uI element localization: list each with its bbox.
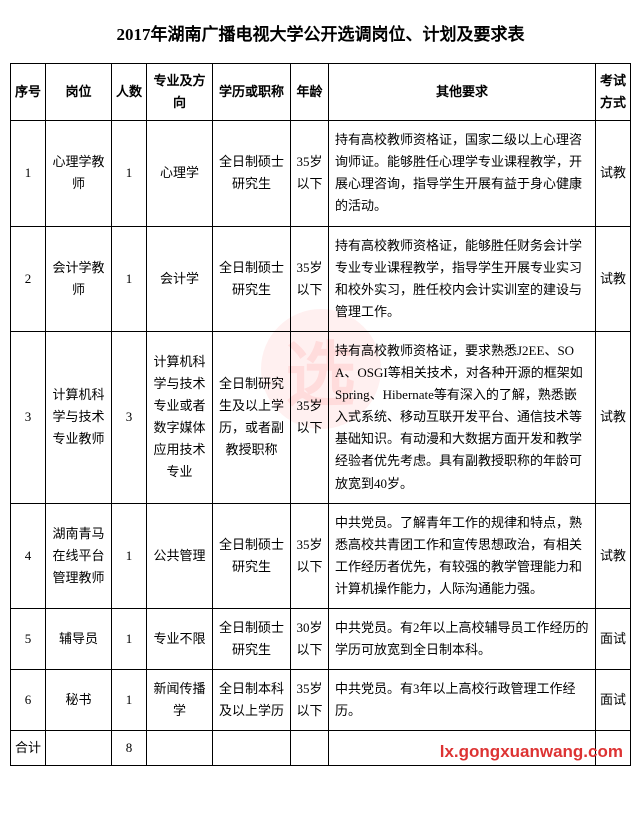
cell-age: 35岁以下: [291, 503, 329, 608]
cell-education: 全日制研究生及以上学历，或者副教授职称: [213, 331, 291, 503]
cell-count: 1: [112, 670, 147, 731]
cell-age: 35岁以下: [291, 226, 329, 331]
cell-seq: 4: [11, 503, 46, 608]
document-title: 2017年湖南广播电视大学公开选调岗位、计划及要求表: [10, 20, 631, 45]
cell-position: 辅导员: [46, 608, 112, 669]
cell-age: 30岁以下: [291, 608, 329, 669]
recruitment-table: 序号 岗位 人数 专业及方向 学历或职称 年龄 其他要求 考试方式 1心理学教师…: [10, 63, 631, 766]
cell-requirements: 中共党员。有3年以上高校行政管理工作经历。: [329, 670, 596, 731]
cell-exam: 试教: [596, 503, 631, 608]
cell-education: 全日制硕士研究生: [213, 503, 291, 608]
total-label: 合计: [11, 731, 46, 766]
header-seq: 序号: [11, 64, 46, 121]
cell-education: 全日制硕士研究生: [213, 226, 291, 331]
cell-seq: 1: [11, 121, 46, 226]
header-count: 人数: [112, 64, 147, 121]
table-row: 6秘书1新闻传播学全日制本科及以上学历35岁以下中共党员。有3年以上高校行政管理…: [11, 670, 631, 731]
cell-requirements: 持有高校教师资格证，国家二级以上心理咨询师证。能够胜任心理学专业课程教学，开展心…: [329, 121, 596, 226]
total-count: 8: [112, 731, 147, 766]
cell-age: 35岁以下: [291, 331, 329, 503]
cell-requirements: 中共党员。了解青年工作的规律和特点，熟悉高校共青团工作和宣传思想政治，有相关工作…: [329, 503, 596, 608]
table-row: 2会计学教师1会计学全日制硕士研究生35岁以下持有高校教师资格证，能够胜任财务会…: [11, 226, 631, 331]
cell-count: 1: [112, 121, 147, 226]
cell-count: 1: [112, 226, 147, 331]
cell-exam: 试教: [596, 121, 631, 226]
watermark-url: lx.gongxuanwang.com: [440, 742, 623, 762]
cell-requirements: 中共党员。有2年以上高校辅导员工作经历的学历可放宽到全日制本科。: [329, 608, 596, 669]
cell-exam: 面试: [596, 670, 631, 731]
cell-major: 计算机科学与技术专业或者数字媒体应用技术专业: [147, 331, 213, 503]
cell-seq: 6: [11, 670, 46, 731]
header-major: 专业及方向: [147, 64, 213, 121]
header-exam: 考试方式: [596, 64, 631, 121]
cell-major: 公共管理: [147, 503, 213, 608]
cell-position: 会计学教师: [46, 226, 112, 331]
cell-major: 新闻传播学: [147, 670, 213, 731]
document-container: 选 2017年湖南广播电视大学公开选调岗位、计划及要求表 序号 岗位 人数 专业…: [10, 20, 631, 766]
table-row: 4湖南青马在线平台管理教师1公共管理全日制硕士研究生35岁以下中共党员。了解青年…: [11, 503, 631, 608]
table-row: 1心理学教师1心理学全日制硕士研究生35岁以下持有高校教师资格证，国家二级以上心…: [11, 121, 631, 226]
header-age: 年龄: [291, 64, 329, 121]
cell-seq: 2: [11, 226, 46, 331]
cell-major: 会计学: [147, 226, 213, 331]
cell-position: 计算机科学与技术专业教师: [46, 331, 112, 503]
table-header-row: 序号 岗位 人数 专业及方向 学历或职称 年龄 其他要求 考试方式: [11, 64, 631, 121]
table-row: 5辅导员1专业不限全日制硕士研究生30岁以下中共党员。有2年以上高校辅导员工作经…: [11, 608, 631, 669]
cell-exam: 面试: [596, 608, 631, 669]
cell-major: 专业不限: [147, 608, 213, 669]
cell-requirements: 持有高校教师资格证，能够胜任财务会计学专业专业课程教学，指导学生开展专业实习和校…: [329, 226, 596, 331]
cell-education: 全日制硕士研究生: [213, 608, 291, 669]
cell-seq: 5: [11, 608, 46, 669]
cell-position: 秘书: [46, 670, 112, 731]
cell-age: 35岁以下: [291, 121, 329, 226]
cell-seq: 3: [11, 331, 46, 503]
header-requirements: 其他要求: [329, 64, 596, 121]
table-row: 3计算机科学与技术专业教师3计算机科学与技术专业或者数字媒体应用技术专业全日制研…: [11, 331, 631, 503]
cell-count: 1: [112, 503, 147, 608]
cell-exam: 试教: [596, 226, 631, 331]
cell-count: 1: [112, 608, 147, 669]
cell-requirements: 持有高校教师资格证，要求熟悉J2EE、SOA、OSGI等相关技术，对各种开源的框…: [329, 331, 596, 503]
cell-exam: 试教: [596, 331, 631, 503]
cell-education: 全日制本科及以上学历: [213, 670, 291, 731]
cell-position: 湖南青马在线平台管理教师: [46, 503, 112, 608]
cell-position: 心理学教师: [46, 121, 112, 226]
cell-count: 3: [112, 331, 147, 503]
header-education: 学历或职称: [213, 64, 291, 121]
cell-education: 全日制硕士研究生: [213, 121, 291, 226]
header-position: 岗位: [46, 64, 112, 121]
cell-age: 35岁以下: [291, 670, 329, 731]
cell-major: 心理学: [147, 121, 213, 226]
